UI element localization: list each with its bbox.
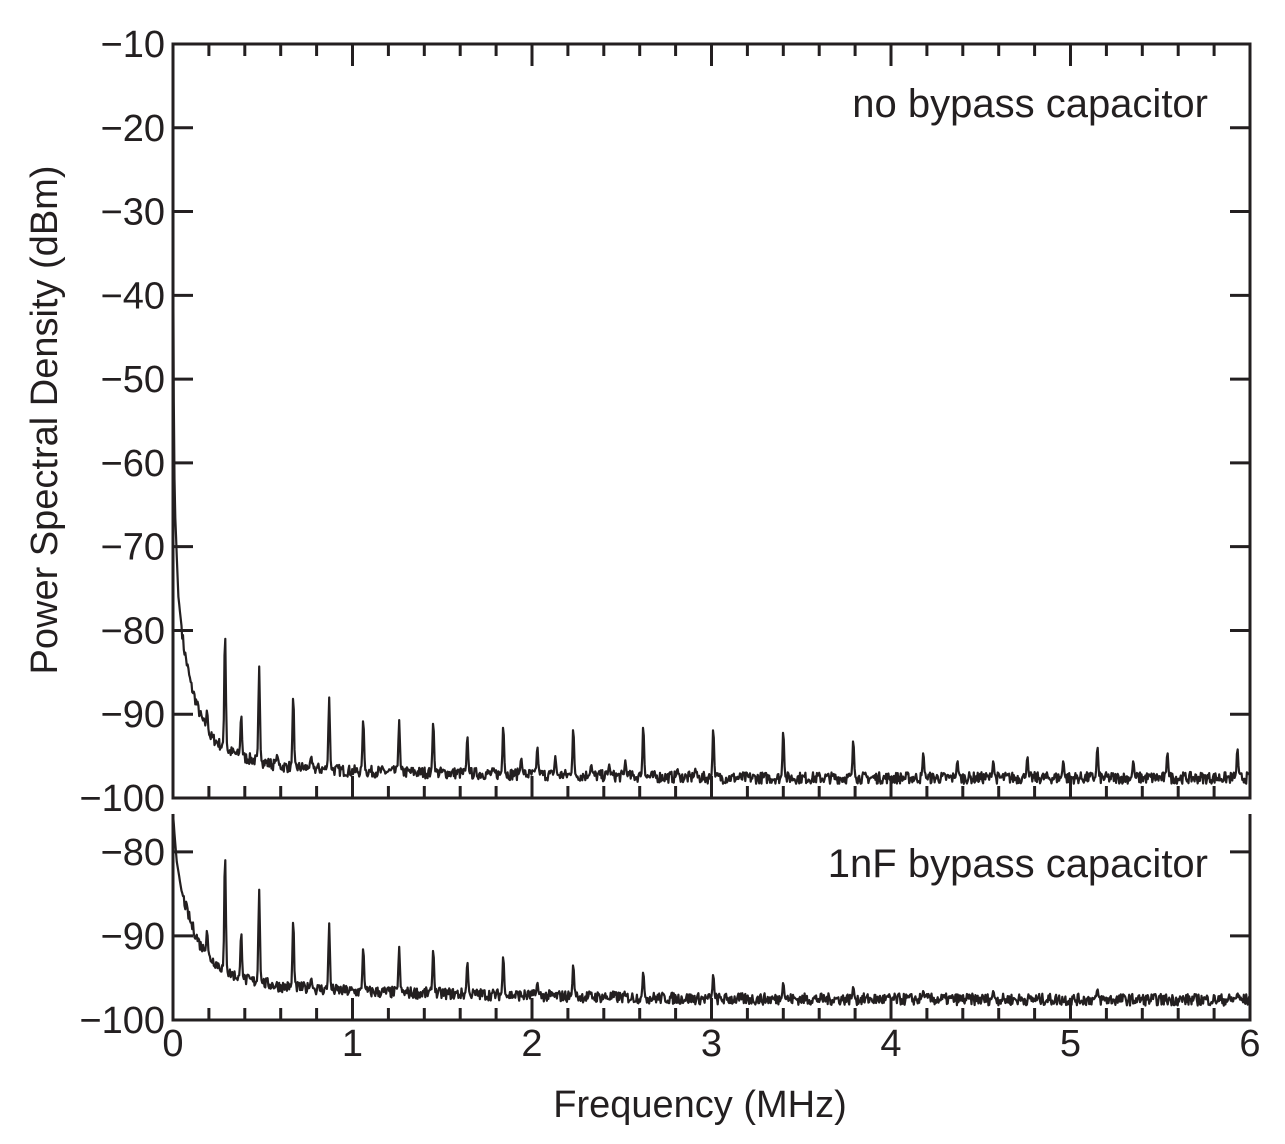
spectrum-line (171, 813, 1252, 1007)
y-tick-label: −100 (79, 1000, 165, 1042)
y-tick-label: −20 (101, 108, 165, 150)
top-annotation: no bypass capacitor (852, 82, 1208, 126)
bottom-annotation: 1nF bypass capacitor (828, 842, 1208, 886)
y-tick-label: −60 (101, 443, 165, 485)
y-tick-label: −40 (101, 275, 165, 317)
top-panel: −10 −20 −30 −40 −50 −60 −70 −80 −90 −100 (79, 24, 1252, 820)
x-tick-label: 5 (1060, 1023, 1081, 1065)
x-axis-label: Frequency (MHz) (553, 1084, 847, 1126)
x-tick-label: 3 (701, 1023, 722, 1065)
y-axis-label: Power Spectral Density (dBm) (24, 166, 66, 675)
y-tick-label: −90 (101, 916, 165, 958)
x-tick-label: 0 (162, 1023, 183, 1065)
x-tick-label: 2 (521, 1023, 542, 1065)
y-tick-label: −10 (101, 24, 165, 66)
spectrum-line (171, 211, 1252, 785)
x-tick-label: 1 (342, 1023, 363, 1065)
y-tick-label: −90 (101, 694, 165, 736)
x-tick-label: 4 (880, 1023, 901, 1065)
x-tick-label: 6 (1239, 1023, 1260, 1065)
y-tick-label: −80 (101, 832, 165, 874)
y-tick-label: −100 (79, 778, 165, 820)
y-tick-label: −70 (101, 527, 165, 569)
y-tick-label: −30 (101, 192, 165, 234)
y-tick-label: −50 (101, 359, 165, 401)
y-tick-label: −80 (101, 610, 165, 652)
